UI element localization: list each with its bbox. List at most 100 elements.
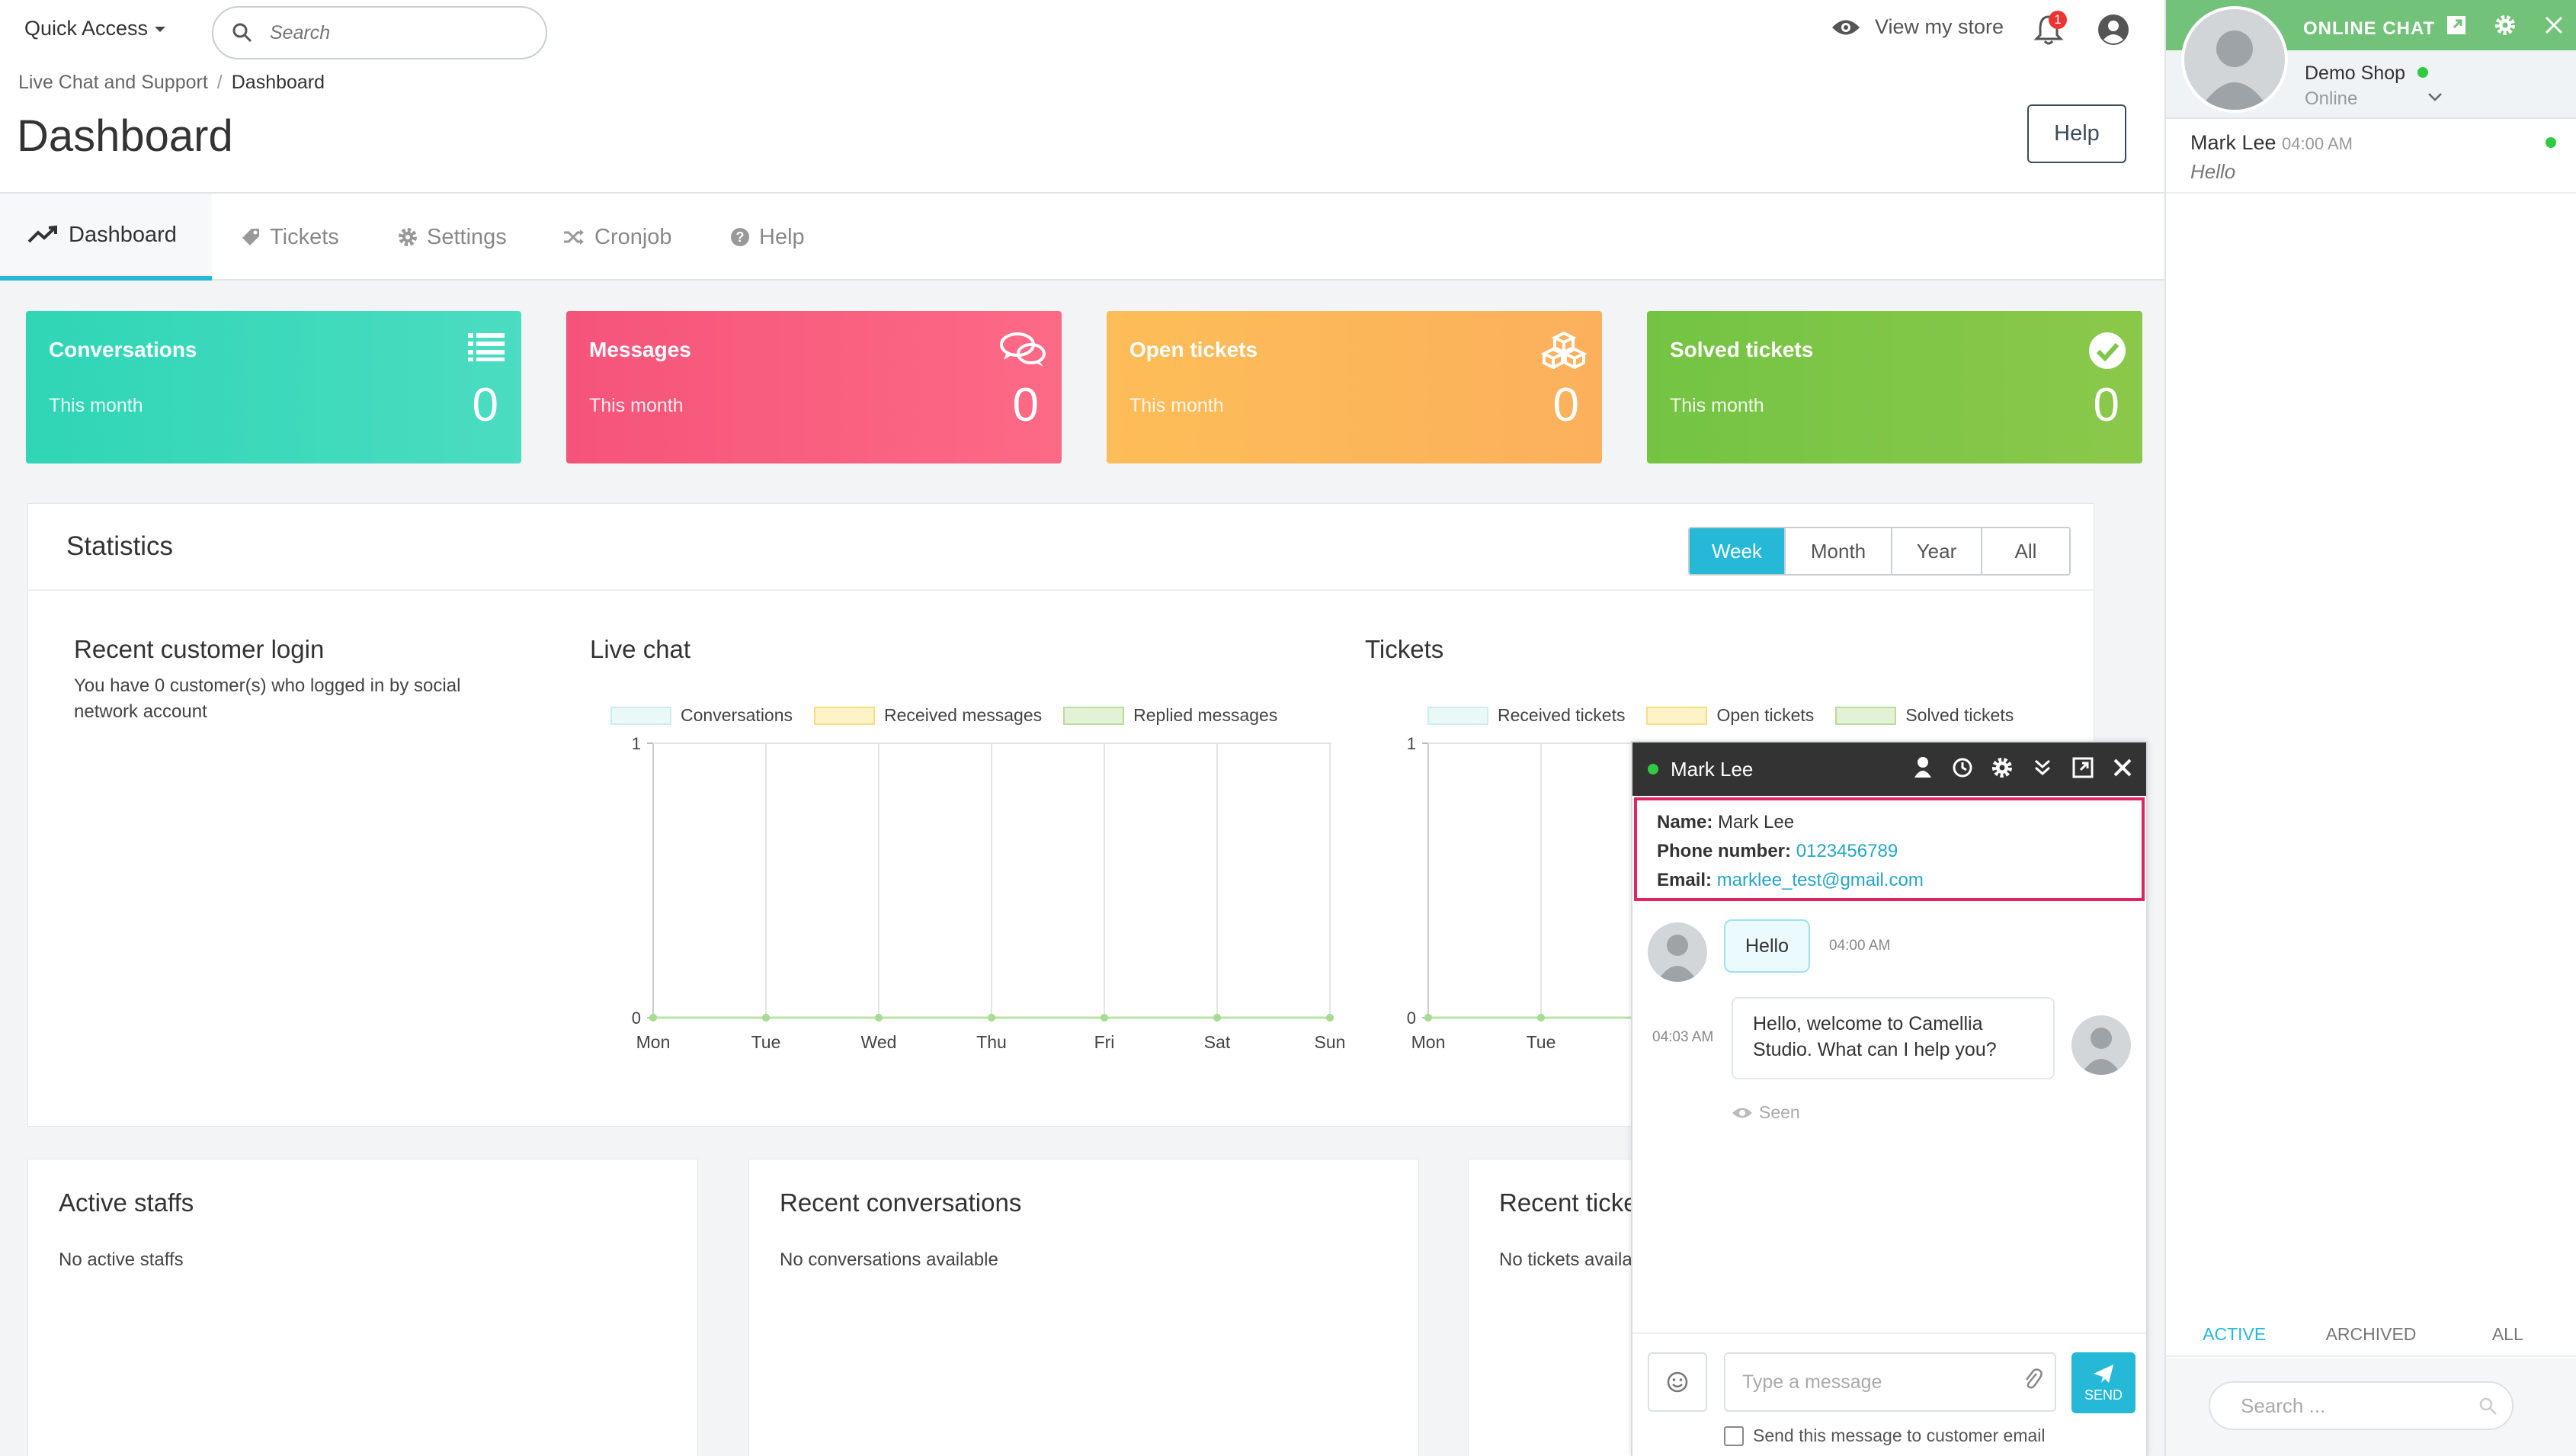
legend-label: Conversations	[681, 705, 793, 725]
email-copy-option[interactable]: Send this message to customer email	[1724, 1426, 2046, 1446]
notification-count-badge: 1	[2049, 11, 2067, 29]
legend-swatch	[610, 706, 671, 725]
outgoing-message-bubble: Hello, welcome to Camellia Studio. What …	[1732, 997, 2055, 1079]
kpi-solved-tickets: Solved tickets This month 0	[1647, 311, 2142, 463]
customer-email-link[interactable]: marklee_test@gmail.com	[1716, 870, 1924, 890]
shuffle-icon	[562, 228, 585, 246]
emoji-button[interactable]	[1648, 1352, 1707, 1412]
tab-active[interactable]: ACTIVE	[2203, 1324, 2267, 1344]
tab-label: Settings	[427, 224, 507, 249]
period-year-button[interactable]: Year	[1891, 528, 1981, 574]
data-point	[1537, 1014, 1545, 1021]
tab-help[interactable]: ? Help	[730, 194, 805, 281]
account-icon[interactable]	[2097, 14, 2129, 46]
x-tick-label: Sun	[1315, 1032, 1346, 1052]
search-input[interactable]	[270, 21, 514, 44]
x-tick-label: Mon	[636, 1032, 671, 1052]
kpi-messages: Messages This month 0	[566, 311, 1062, 463]
view-store-link[interactable]: View my store	[1831, 15, 2004, 39]
tab-settings[interactable]: Settings	[398, 194, 507, 281]
gear-icon[interactable]	[2494, 14, 2517, 37]
data-point	[875, 1014, 883, 1021]
tab-tickets[interactable]: Tickets	[241, 194, 339, 281]
tab-label: Cronjob	[594, 224, 672, 249]
cubes-icon	[1541, 331, 1587, 369]
kpi-open-tickets: Open tickets This month 0	[1107, 311, 1602, 463]
eye-icon	[1732, 1106, 1753, 1120]
tab-archived[interactable]: ARCHIVED	[2325, 1324, 2417, 1344]
gear-icon[interactable]	[1991, 756, 2014, 779]
data-point	[988, 1014, 995, 1021]
trend-icon	[27, 225, 59, 245]
period-week-button[interactable]: Week	[1690, 528, 1784, 574]
tab-dashboard[interactable]: Dashboard	[0, 194, 212, 281]
customer-email-row: Email: marklee_test@gmail.com	[1657, 866, 2122, 895]
tab-all[interactable]: ALL	[2491, 1324, 2523, 1344]
svg-text:?: ?	[736, 229, 745, 245]
kpi-value: 0	[472, 379, 498, 431]
x-tick-label: Tue	[1527, 1032, 1556, 1052]
message-input[interactable]: Type a message	[1724, 1352, 2056, 1412]
email-copy-label: Send this message to customer email	[1753, 1426, 2046, 1445]
shop-name: Demo Shop	[2305, 63, 2406, 84]
x-tick-label: Wed	[861, 1032, 897, 1052]
data-point	[1213, 1014, 1221, 1021]
period-month-button[interactable]: Month	[1784, 528, 1891, 574]
phone-label: Phone number:	[1657, 841, 1792, 861]
quick-access-menu[interactable]: Quick Access	[24, 17, 168, 40]
y-tick-label: 1	[632, 734, 641, 753]
recent-conversations-card: Recent conversations No conversations av…	[748, 1159, 1419, 1456]
search-icon	[232, 22, 253, 43]
email-copy-checkbox[interactable]	[1724, 1426, 1744, 1446]
online-status-dot	[2546, 137, 2556, 148]
x-tick-label: Thu	[976, 1032, 1007, 1052]
data-point	[762, 1014, 770, 1021]
search-box[interactable]	[212, 6, 547, 59]
chevron-double-down-icon[interactable]	[2032, 756, 2053, 779]
breadcrumb-current: Dashboard	[231, 72, 325, 93]
send-button[interactable]: SEND	[2071, 1352, 2135, 1413]
expand-icon[interactable]	[2071, 756, 2094, 779]
close-icon[interactable]	[2111, 756, 2134, 779]
conversation-last-message: Hello	[2190, 160, 2236, 183]
incoming-message-time: 04:00 AM	[1829, 938, 1891, 954]
breadcrumb: Live Chat and Support / Dashboard	[18, 72, 325, 94]
search-icon	[2478, 1397, 2498, 1416]
chat-customer-name: Mark Lee	[1671, 758, 1754, 781]
recent-tickets-card: Recent ticke No tickets availa	[1468, 1159, 1636, 1456]
breadcrumb-module[interactable]: Live Chat and Support	[18, 72, 208, 93]
expand-icon[interactable]	[2445, 14, 2468, 37]
live-chat-title: Live chat	[590, 635, 691, 663]
data-point	[1326, 1014, 1334, 1021]
shop-status-select[interactable]: Online	[2305, 88, 2358, 109]
conversation-list-item[interactable]: Mark Lee 04:00 AM Hello	[2166, 122, 2576, 194]
sidebar-search-input[interactable]: Search ...	[2209, 1381, 2514, 1430]
clock-icon[interactable]	[1951, 756, 1974, 779]
paperclip-icon[interactable]	[2023, 1368, 2043, 1390]
chat-window: Mark Lee Name: Mark Lee Phone number: 01…	[1631, 741, 2148, 1456]
kpi-value: 0	[1012, 379, 1039, 431]
tab-cronjob[interactable]: Cronjob	[562, 194, 672, 281]
card-text: No conversations available	[780, 1249, 998, 1270]
user-icon[interactable]	[1913, 756, 1933, 779]
y-tick-label: 1	[1407, 734, 1416, 753]
period-all-button[interactable]: All	[1981, 528, 2069, 574]
quick-access-label: Quick Access	[24, 17, 149, 40]
y-tick-label: 0	[1407, 1009, 1416, 1028]
chevron-down-icon[interactable]	[2427, 91, 2443, 102]
chat-header: Mark Lee	[1632, 742, 2146, 796]
legend-swatch	[1427, 706, 1488, 725]
list-icon	[466, 331, 506, 363]
close-icon[interactable]	[2542, 14, 2565, 37]
legend-swatch	[814, 706, 876, 725]
help-button[interactable]: Help	[2027, 104, 2126, 163]
staff-avatar	[2071, 1015, 2131, 1075]
tab-label: Dashboard	[69, 222, 177, 247]
kpi-title: Conversations	[49, 338, 197, 361]
legend-label: Replied messages	[1133, 705, 1278, 725]
card-title: Recent ticke	[1499, 1188, 1636, 1217]
sidebar-search-area: Search ...	[2166, 1358, 2576, 1456]
customer-phone-link[interactable]: 0123456789	[1796, 841, 1898, 861]
message-line: Studio. What can I help you?	[1753, 1039, 1997, 1060]
